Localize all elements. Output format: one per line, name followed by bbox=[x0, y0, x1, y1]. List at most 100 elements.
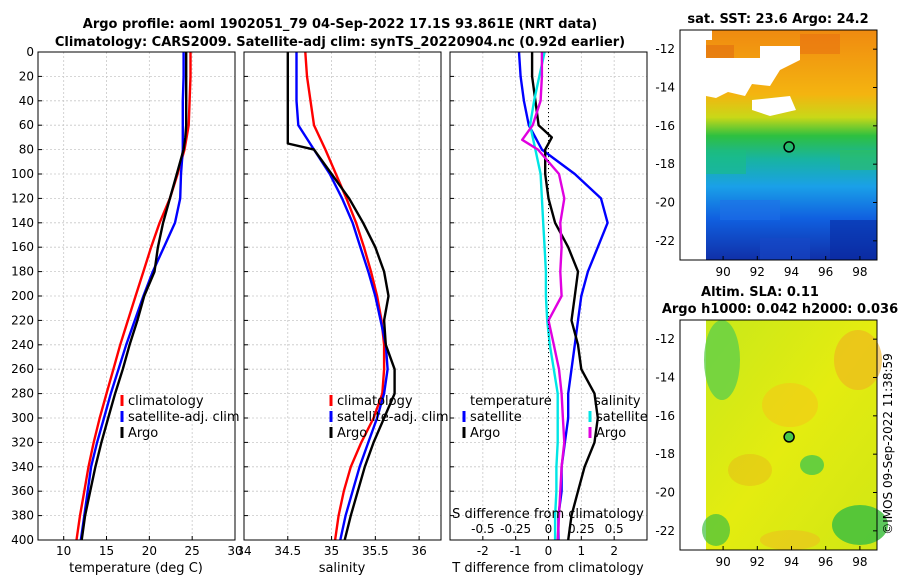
legend-title-temperature: temperature bbox=[470, 394, 552, 409]
top-xtick-label: 0.25 bbox=[568, 522, 595, 536]
map-xtick-label: 92 bbox=[750, 555, 765, 569]
map-ytick-label: -22 bbox=[655, 234, 675, 248]
sla-map: Altim. SLA: 0.11 Argo h1000: 0.042 h2000… bbox=[655, 285, 898, 569]
map-ytick-label: -16 bbox=[655, 119, 675, 133]
map-ytick-label: -12 bbox=[655, 332, 675, 346]
salinity-ticks: 34 34.5 35 35.5 36 bbox=[236, 51, 427, 558]
series-line-t-argo bbox=[530, 52, 599, 540]
series-line-climatology bbox=[304, 52, 386, 540]
map-xtick-label: 94 bbox=[784, 265, 799, 279]
ytick-label: 140 bbox=[11, 216, 34, 230]
ytick-label: 60 bbox=[19, 118, 34, 132]
ytick-label: 100 bbox=[11, 167, 34, 181]
xtick-label: 0 bbox=[545, 544, 553, 558]
xtick-label: -1 bbox=[510, 544, 522, 558]
ytick-label: 20 bbox=[19, 69, 34, 83]
map-ytick-label: -14 bbox=[655, 81, 675, 95]
xtick-label: 35 bbox=[324, 544, 339, 558]
sst-patch bbox=[706, 150, 746, 174]
series-line-s-argo bbox=[521, 52, 566, 540]
top-xtick-label: -0.5 bbox=[471, 522, 494, 536]
sla-patch bbox=[800, 455, 824, 475]
sla-argo-marker bbox=[783, 431, 795, 443]
sst-argo-marker bbox=[783, 141, 795, 153]
temperature-panel: 0 20 40 60 80 100 120 140 160 180 200 220 240 260 280 3… bbox=[11, 45, 243, 576]
legend-label-climatology: climatology bbox=[128, 394, 204, 409]
ytick-label: 240 bbox=[11, 338, 34, 352]
cloud-gap bbox=[752, 96, 796, 116]
sla-patch bbox=[832, 505, 888, 545]
sla-patch bbox=[702, 514, 730, 546]
ytick-label: 200 bbox=[11, 289, 34, 303]
map-ytick-label: -16 bbox=[655, 409, 675, 423]
xtick-label: 10 bbox=[56, 544, 71, 558]
map-xtick-label: 90 bbox=[715, 555, 730, 569]
ytick-label: 40 bbox=[19, 94, 34, 108]
salinity-series bbox=[286, 52, 396, 540]
xtick-label: 34 bbox=[236, 544, 251, 558]
title-line-2: Climatology: CARS2009. Satellite-adj cli… bbox=[55, 35, 625, 50]
cloud-gap bbox=[706, 30, 712, 40]
series-line-s-satellite bbox=[528, 52, 559, 540]
legend-label-satellite: satellite-adj. clim bbox=[337, 410, 449, 425]
temperature-xlabel: temperature (deg C) bbox=[69, 561, 203, 576]
ytick-label: 260 bbox=[11, 362, 34, 376]
sla-patch bbox=[760, 530, 820, 550]
map-xtick-label: 96 bbox=[818, 265, 833, 279]
map-ytick-label: -12 bbox=[655, 42, 675, 56]
legend-label-s-argo: Argo bbox=[596, 426, 626, 441]
sst-map-ticks: 90 92 94 96 98 -12 -14 -16 -18 -20 -22 bbox=[655, 42, 877, 279]
sla-patch bbox=[834, 330, 882, 390]
sst-map-title: sat. SST: 23.6 Argo: 24.2 bbox=[687, 12, 868, 27]
difference-xlabel: T difference from climatology bbox=[451, 561, 644, 576]
credit-text: ©IMOS 09-Sep-2022 11:38:59 bbox=[881, 353, 895, 535]
difference-panel: -2 -1 0 1 2 -0.5 -0.25 0 0.25 0.5 T difference fr… bbox=[449, 51, 648, 576]
map-ytick-label: -14 bbox=[655, 371, 675, 385]
temperature-series bbox=[75, 52, 192, 540]
sst-map: sat. SST: 23.6 Argo: 24.2 90 92 94 96 98 -12 -… bbox=[655, 12, 878, 279]
xtick-label: 36 bbox=[411, 544, 426, 558]
salinity-legend: climatology satellite-adj. clim Argo bbox=[329, 394, 449, 441]
xtick-label: 1 bbox=[578, 544, 586, 558]
series-line-argo bbox=[80, 52, 188, 540]
legend-title-salinity: salinity bbox=[594, 394, 641, 409]
ytick-label: 280 bbox=[11, 387, 34, 401]
ytick-label: 360 bbox=[11, 484, 34, 498]
salinity-grid bbox=[243, 51, 441, 541]
map-ytick-label: -18 bbox=[655, 447, 675, 461]
title-line-1: Argo profile: aoml 1902051_79 04-Sep-202… bbox=[83, 17, 597, 32]
map-xtick-label: 92 bbox=[750, 265, 765, 279]
sla-patch bbox=[762, 383, 818, 427]
sla-map-ticks: 90 92 94 96 98 -12 -14 -16 -18 -20 -22 bbox=[655, 332, 877, 569]
sla-map-frame bbox=[679, 319, 878, 551]
xtick-label: 34.5 bbox=[274, 544, 301, 558]
xtick-label: 2 bbox=[610, 544, 618, 558]
difference-series bbox=[517, 52, 609, 540]
cloud-gap bbox=[706, 46, 800, 98]
sst-patch bbox=[720, 200, 780, 220]
ytick-label: 0 bbox=[26, 45, 34, 59]
sla-texture bbox=[702, 320, 888, 550]
map-xtick-label: 98 bbox=[852, 555, 867, 569]
top-xtick-label: -0.25 bbox=[500, 522, 531, 536]
temperature-legend: climatology satellite-adj. clim Argo bbox=[120, 394, 240, 441]
ytick-label: 160 bbox=[11, 240, 34, 254]
sla-map-title-1: Altim. SLA: 0.11 bbox=[701, 285, 819, 300]
ytick-label: 80 bbox=[19, 143, 34, 157]
map-ytick-label: -20 bbox=[655, 196, 675, 210]
legend-label-t-argo: Argo bbox=[470, 426, 500, 441]
xtick-label: 25 bbox=[185, 544, 200, 558]
legend-label-t-satellite: satellite bbox=[470, 410, 522, 425]
map-xtick-label: 94 bbox=[784, 555, 799, 569]
difference-ticks: -2 -1 0 1 2 -0.5 -0.25 0 0.25 0.5 bbox=[450, 51, 624, 558]
sst-cloud-mask bbox=[706, 30, 800, 116]
xtick-label: 20 bbox=[142, 544, 157, 558]
sst-map-frame bbox=[679, 29, 878, 261]
sla-patch bbox=[704, 320, 740, 400]
sla-patch bbox=[728, 454, 772, 486]
legend-label-argo: Argo bbox=[128, 426, 158, 441]
xtick-label: 30 bbox=[227, 544, 242, 558]
map-xtick-label: 98 bbox=[852, 265, 867, 279]
series-line-argo bbox=[286, 52, 396, 540]
